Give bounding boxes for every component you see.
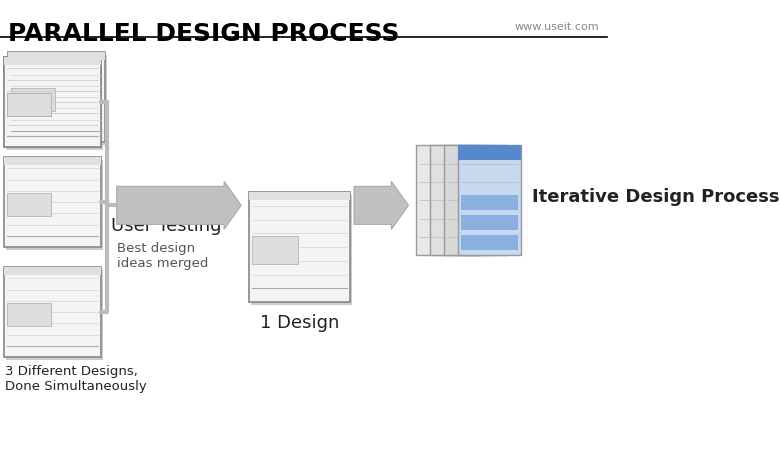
- Bar: [459, 145, 520, 160]
- Text: 1 Design: 1 Design: [260, 314, 339, 332]
- Bar: [252, 236, 298, 264]
- FancyArrow shape: [354, 181, 409, 229]
- Text: www.useit.com: www.useit.com: [515, 22, 599, 32]
- FancyBboxPatch shape: [8, 52, 105, 142]
- Bar: [461, 195, 518, 210]
- FancyBboxPatch shape: [6, 60, 104, 150]
- FancyBboxPatch shape: [417, 145, 478, 255]
- Text: Best design
ideas merged: Best design ideas merged: [118, 242, 209, 271]
- Text: 3 Different Designs,
Done Simultaneously: 3 Different Designs, Done Simultaneously: [5, 365, 147, 393]
- Bar: [249, 192, 350, 200]
- Text: User Testing: User Testing: [112, 218, 222, 235]
- FancyBboxPatch shape: [6, 270, 104, 360]
- Bar: [4, 57, 101, 65]
- Bar: [4, 267, 101, 275]
- FancyArrow shape: [117, 181, 241, 229]
- FancyBboxPatch shape: [4, 57, 101, 147]
- Bar: [7, 303, 51, 325]
- FancyBboxPatch shape: [10, 55, 108, 145]
- Bar: [461, 215, 518, 230]
- Bar: [7, 93, 51, 116]
- FancyBboxPatch shape: [4, 57, 101, 147]
- Bar: [461, 235, 518, 250]
- Bar: [11, 88, 55, 111]
- Bar: [7, 193, 51, 216]
- Bar: [7, 93, 51, 116]
- FancyBboxPatch shape: [431, 145, 492, 255]
- FancyBboxPatch shape: [249, 192, 350, 302]
- FancyBboxPatch shape: [6, 160, 104, 250]
- Bar: [4, 157, 101, 165]
- FancyBboxPatch shape: [4, 157, 101, 247]
- Bar: [8, 52, 105, 60]
- Text: PARALLEL DESIGN PROCESS: PARALLEL DESIGN PROCESS: [8, 22, 399, 46]
- Bar: [4, 57, 101, 65]
- Text: Iterative Design Process: Iterative Design Process: [532, 188, 780, 206]
- FancyBboxPatch shape: [4, 267, 101, 357]
- FancyBboxPatch shape: [251, 195, 353, 305]
- FancyBboxPatch shape: [445, 145, 506, 255]
- FancyBboxPatch shape: [6, 60, 104, 150]
- FancyBboxPatch shape: [459, 145, 520, 255]
